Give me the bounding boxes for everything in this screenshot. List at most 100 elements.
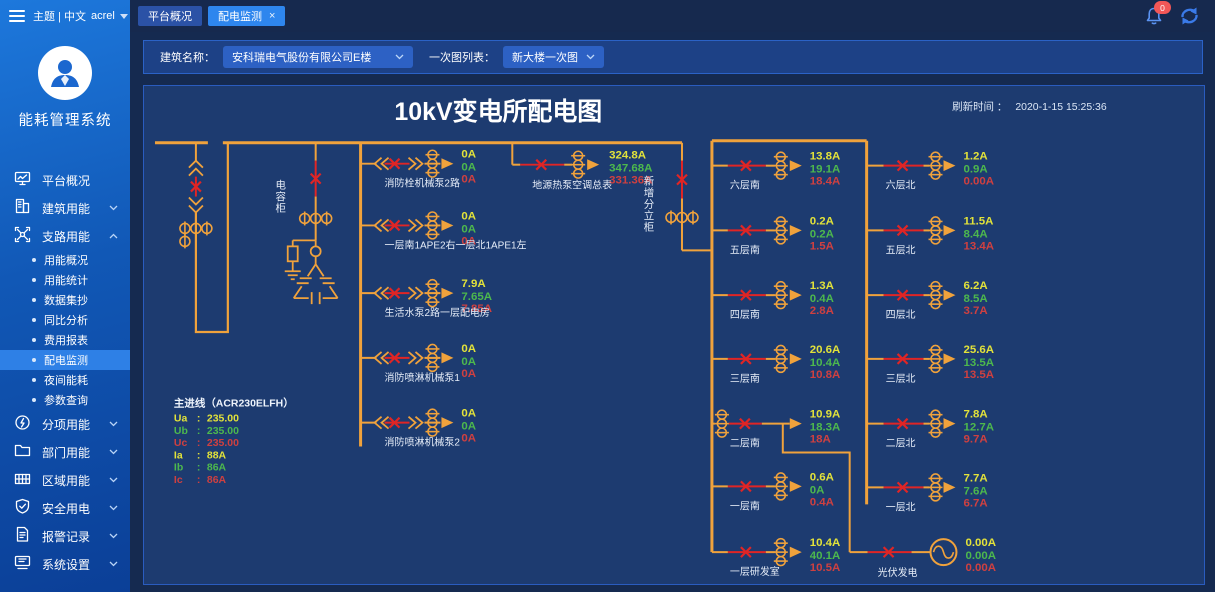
sidebar-item-system-settings[interactable]: 系统设置: [0, 550, 130, 578]
safe-power-icon: [14, 498, 31, 518]
branch-value: 12.7A: [963, 422, 994, 434]
sidebar-subitem-yoy-analysis[interactable]: 同比分析: [0, 310, 130, 330]
one-line-diagram: 10kV变电所配电图 刷新时间 ： 2020-1-15 15:25:36: [154, 97, 1107, 579]
branch-floor1-north: 7.7A7.6A6.7A 一层北: [866, 472, 988, 513]
branch-value: 10.4A: [810, 537, 841, 549]
branch-label: 地源热泵空调总表: [532, 179, 612, 192]
branch-value: 1.5A: [810, 240, 834, 252]
branch-value: 3.7A: [963, 305, 987, 317]
sidebar-subitem-label: 数据集抄: [44, 295, 88, 307]
topbar: 平台概况 配电监测 × 0: [130, 0, 1215, 32]
sidebar-item-label: 报警记录: [42, 529, 91, 544]
menu-toggle-icon[interactable]: [9, 10, 25, 22]
theme-language-switcher[interactable]: 主题 | 中文: [33, 11, 86, 23]
main-line-colon: :: [197, 450, 200, 461]
branch-value: 0A: [461, 174, 476, 186]
bullet-icon: [32, 378, 36, 382]
main-line-param: Uc: [174, 438, 188, 449]
branch-value: 0.2A: [810, 215, 834, 227]
branch-value: 0A: [461, 356, 476, 368]
sidebar-item-region-energy[interactable]: 区域用能: [0, 466, 130, 494]
ct-symbol: [298, 211, 333, 226]
branch-value: 324.8A: [609, 150, 646, 162]
bullet-icon: [32, 278, 36, 282]
bullet-icon: [32, 358, 36, 362]
diagram-select[interactable]: 新大楼一次图: [503, 46, 604, 68]
bus-lines: [154, 139, 869, 553]
sidebar-subitem-label: 夜间能耗: [44, 375, 88, 387]
branch-value: 6.7A: [963, 497, 987, 509]
bullet-icon: [32, 318, 36, 322]
branch-value: 7.7A: [963, 472, 987, 484]
main-line-value: 235.00: [207, 414, 239, 425]
sidebar-item-building-energy[interactable]: 建筑用能: [0, 194, 130, 222]
sidebar-subitem-distribution-monitoring[interactable]: 配电监测: [0, 350, 130, 370]
main-line-param: Ic: [174, 475, 183, 486]
tab-distribution-monitoring[interactable]: 配电监测 ×: [208, 6, 286, 26]
branch-value: 2.8A: [810, 305, 834, 317]
sidebar-item-platform-overview[interactable]: 平台概况: [0, 166, 130, 194]
sidebar-subitem-cost-report[interactable]: 费用报表: [0, 330, 130, 350]
branch-label: 六层南: [730, 179, 760, 192]
sidebar-subitem-label: 同比分析: [44, 315, 88, 327]
user-menu[interactable]: acrel: [90, 10, 115, 22]
branch-value: 10.8A: [810, 369, 841, 381]
building-select[interactable]: 安科瑞电气股份有限公司E楼: [223, 46, 413, 68]
tab-close-icon[interactable]: ×: [269, 9, 276, 22]
branch-value: 7.85A: [461, 303, 492, 315]
chevron-up-icon: [109, 233, 118, 239]
branch-label: 消防喷淋机械泵1: [385, 371, 461, 384]
branch-value: 0A: [461, 421, 476, 433]
branch-value: 40.1A: [810, 550, 841, 562]
ct-symbol: [179, 221, 213, 249]
sidebar-item-itemized-energy[interactable]: 分项用能: [0, 410, 130, 438]
sidebar-subitem-label: 参数查询: [44, 395, 88, 407]
sidebar-subitem-parameter-query[interactable]: 参数查询: [0, 390, 130, 410]
sidebar: 主题 | 中文 acrel 能耗管理系统 平台概况 建筑用能 支路用能 用能概况 用能统…: [0, 0, 130, 592]
sidebar-item-branch-energy[interactable]: 支路用能: [0, 222, 130, 250]
sidebar-subitem-label: 费用报表: [44, 335, 88, 347]
refresh-button[interactable]: [1178, 6, 1201, 26]
sidebar-item-department-energy[interactable]: 部门用能: [0, 438, 130, 466]
tab-label: 配电监测: [218, 11, 262, 23]
branch-label: 四层南: [730, 308, 760, 321]
branch-value: 0A: [461, 343, 476, 355]
branch-label: 光伏发电: [878, 566, 918, 579]
sidebar-subitem-night-energy[interactable]: 夜间能耗: [0, 370, 130, 390]
chevron-down-icon: [109, 449, 118, 455]
refresh-time-label: 刷新时间 ：: [952, 100, 1007, 113]
main-line-colon: :: [197, 438, 200, 449]
branch-label: 五层北: [886, 244, 916, 256]
bullet-icon: [32, 298, 36, 302]
ct-symbol: [665, 210, 699, 225]
branch-value: 7.6A: [963, 485, 987, 497]
chevron-down-icon: [109, 533, 118, 539]
sidebar-subitem-energy-statistics[interactable]: 用能统计: [0, 270, 130, 290]
branch-label: 二层北: [886, 438, 916, 450]
branch-value: 9.7A: [963, 434, 987, 446]
branch-value: 20.6A: [810, 344, 841, 356]
refresh-icon: [1181, 7, 1198, 25]
chevron-down-icon: [109, 505, 118, 511]
main-line-colon: :: [197, 463, 200, 474]
main-line-value: 86A: [207, 463, 227, 474]
tab-platform-overview[interactable]: 平台概况: [138, 6, 202, 26]
chevron-down-icon: [586, 54, 595, 60]
sidebar-item-safe-power[interactable]: 安全用电: [0, 494, 130, 522]
sidebar-item-label: 系统设置: [42, 557, 91, 572]
main-line-value: 235.00: [207, 438, 239, 449]
sidebar-item-alarm-records[interactable]: 报警记录: [0, 522, 130, 550]
notifications-button[interactable]: 0: [1144, 1, 1171, 26]
sidebar-subitem-data-collection[interactable]: 数据集抄: [0, 290, 130, 310]
sidebar-subitem-energy-overview[interactable]: 用能概况: [0, 250, 130, 270]
breaker-x-icon: [676, 173, 688, 186]
branch-energy-icon: [14, 226, 31, 246]
capacitor-cabinet-label: 容: [276, 190, 287, 203]
branch-label: 三层南: [730, 372, 760, 385]
capacitor-delta-symbol: [292, 240, 339, 305]
sidebar-item-label: 建筑用能: [42, 201, 91, 216]
main-line-colon: :: [197, 426, 200, 437]
